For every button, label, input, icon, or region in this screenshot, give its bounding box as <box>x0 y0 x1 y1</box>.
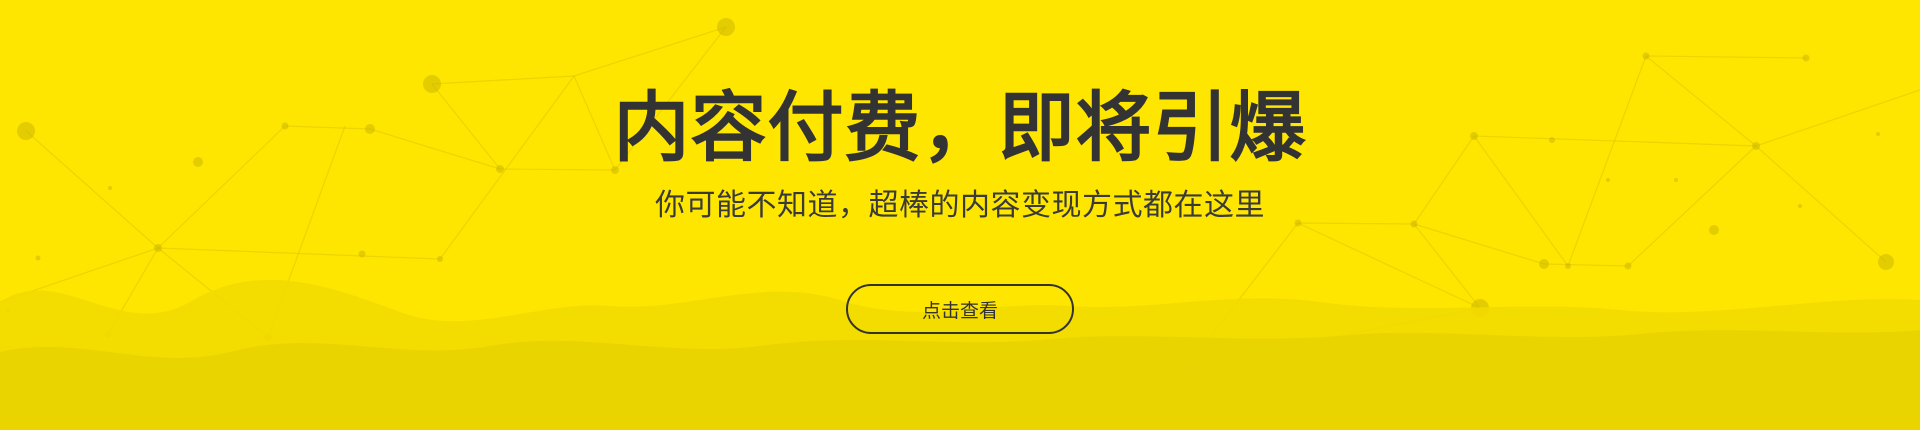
hero-title: 内容付费，即将引爆 <box>613 83 1307 172</box>
view-button[interactable]: 点击查看 <box>846 284 1074 334</box>
hero-subtitle: 你可能不知道，超棒的内容变现方式都在这里 <box>655 188 1265 223</box>
